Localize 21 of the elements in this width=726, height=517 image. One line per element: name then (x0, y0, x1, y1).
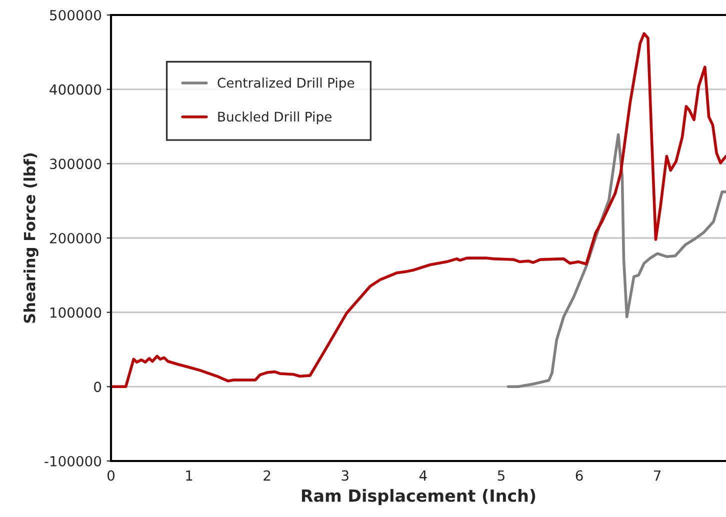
x-tick-label: 4 (419, 470, 427, 481)
x-tick-label: 7 (654, 470, 661, 481)
line-series (111, 32, 726, 388)
y-tick-label: 100000 (50, 307, 102, 318)
y-tick-label: 200000 (50, 232, 102, 244)
y-tick-label: 500000 (50, 10, 102, 20)
legend-label: Centralized Drill Pipe (218, 78, 354, 90)
x-tick-label: 6 (576, 470, 583, 481)
x-tick-label: 0 (107, 470, 114, 481)
x-tick-label: 1 (186, 470, 192, 481)
y-tick-label: 400000 (50, 84, 102, 95)
x-tick-label: 2 (264, 470, 270, 481)
x-axis-title: Ram Displacement (Inch) (302, 489, 536, 506)
x-tick-label: 3 (342, 470, 348, 481)
y-axis-title: Shearing Force (lbf) (23, 153, 38, 323)
y-tick-label: 300000 (50, 158, 102, 170)
x-tick-label: 5 (498, 470, 504, 481)
y-tick-label: 0 (94, 382, 102, 392)
legend-label: Buckled Drill Pipe (218, 111, 332, 124)
line-series (506, 133, 726, 388)
y-tick-label: -100000 (44, 456, 102, 466)
